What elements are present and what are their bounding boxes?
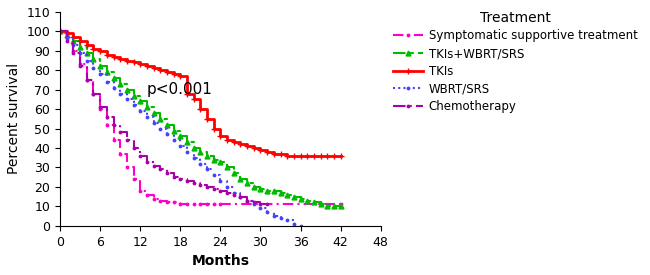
TKIs+WBRT/SRS: [337, 205, 344, 208]
Line: TKIs+WBRT/SRS: TKIs+WBRT/SRS: [60, 31, 341, 206]
TKIs+WBRT/SRS: [324, 203, 332, 206]
Symptomatic supportive treatment: [110, 139, 118, 142]
Chemotherapy: [123, 131, 131, 134]
Y-axis label: Percent survival: Percent survival: [7, 63, 21, 174]
TKIs+WBRT/SRS: [143, 100, 151, 103]
TKIs: [196, 108, 204, 111]
TKIs: [157, 67, 164, 70]
Symptomatic supportive treatment: [170, 201, 177, 204]
Symptomatic supportive treatment: [110, 123, 118, 126]
Line: WBRT/SRS: WBRT/SRS: [60, 31, 300, 226]
Symptomatic supportive treatment: [176, 203, 184, 206]
Symptomatic supportive treatment: [96, 92, 104, 95]
Chemotherapy: [157, 164, 164, 167]
Line: TKIs: TKIs: [60, 31, 341, 156]
WBRT/SRS: [136, 109, 144, 113]
TKIs+WBRT/SRS: [324, 205, 332, 208]
WBRT/SRS: [110, 86, 118, 89]
Chemotherapy: [56, 30, 64, 33]
Text: p<0.001: p<0.001: [147, 82, 213, 97]
WBRT/SRS: [263, 211, 271, 214]
Symptomatic supportive treatment: [337, 203, 344, 206]
WBRT/SRS: [277, 214, 285, 218]
Chemotherapy: [263, 203, 271, 206]
WBRT/SRS: [296, 224, 304, 227]
TKIs+WBRT/SRS: [196, 150, 204, 153]
TKIs: [143, 63, 151, 66]
Chemotherapy: [203, 183, 211, 187]
X-axis label: Months: Months: [191, 254, 250, 268]
Line: Symptomatic supportive treatment: Symptomatic supportive treatment: [60, 31, 341, 204]
Legend: Symptomatic supportive treatment, TKIs+WBRT/SRS, TKIs, WBRT/SRS, Chemotherapy: Symptomatic supportive treatment, TKIs+W…: [390, 7, 641, 117]
TKIs: [143, 65, 151, 68]
WBRT/SRS: [56, 30, 64, 33]
TKIs+WBRT/SRS: [56, 30, 64, 33]
TKIs+WBRT/SRS: [143, 106, 151, 109]
Chemotherapy: [263, 203, 271, 206]
WBRT/SRS: [257, 207, 265, 210]
Chemotherapy: [116, 123, 124, 126]
Line: Chemotherapy: Chemotherapy: [60, 31, 267, 204]
TKIs: [56, 30, 64, 33]
TKIs: [283, 154, 291, 158]
TKIs+WBRT/SRS: [103, 71, 111, 74]
Chemotherapy: [257, 203, 265, 206]
TKIs: [324, 154, 332, 158]
Symptomatic supportive treatment: [337, 203, 344, 206]
WBRT/SRS: [176, 144, 184, 148]
TKIs: [103, 53, 111, 56]
TKIs: [337, 154, 344, 158]
Chemotherapy: [163, 168, 171, 171]
TKIs+WBRT/SRS: [157, 111, 164, 115]
Symptomatic supportive treatment: [183, 203, 191, 206]
Symptomatic supportive treatment: [56, 30, 64, 33]
